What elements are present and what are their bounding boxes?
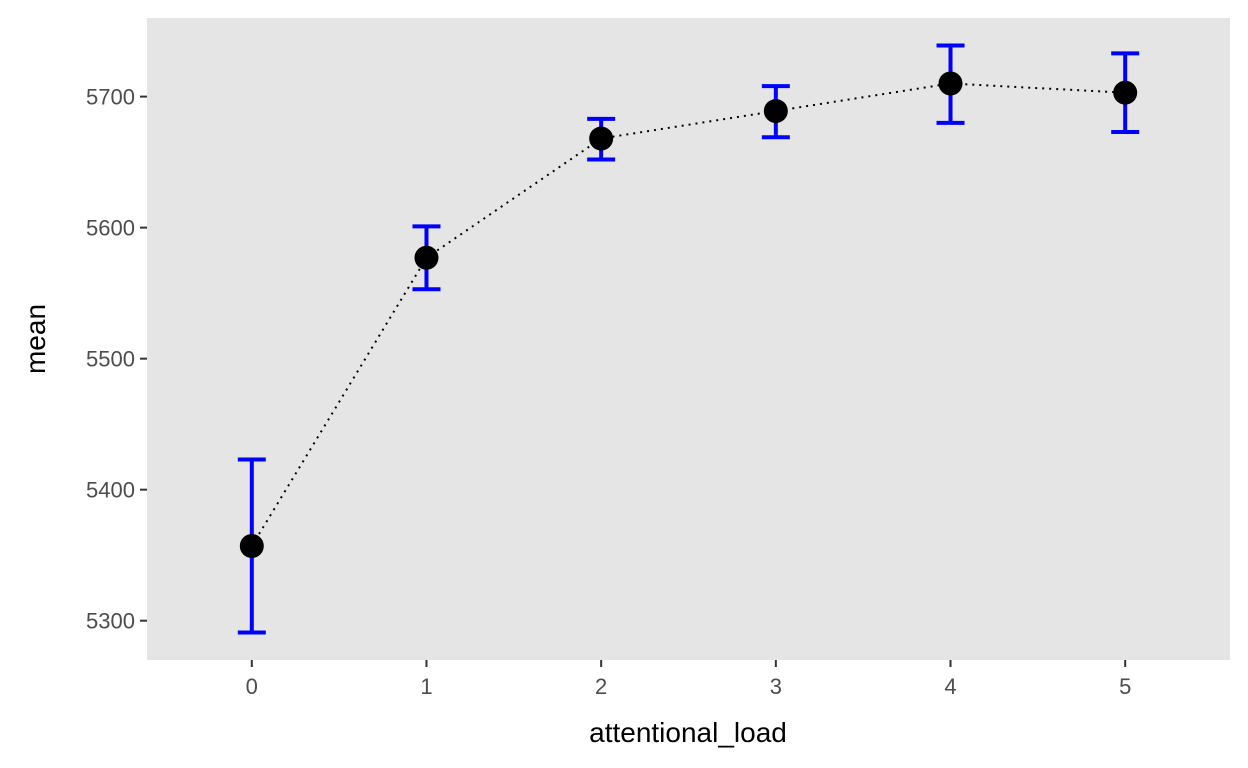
x-tick-label: 3 bbox=[770, 674, 782, 699]
x-axis: 0 1 2 3 4 5 bbox=[246, 660, 1131, 699]
y-tick-label: 5400 bbox=[86, 478, 135, 503]
plot-panel bbox=[147, 18, 1230, 660]
data-point bbox=[763, 99, 788, 124]
series-line bbox=[250, 82, 1126, 547]
x-tick-label: 4 bbox=[944, 674, 956, 699]
data-point bbox=[239, 534, 264, 559]
y-tick-label: 5300 bbox=[86, 609, 135, 634]
y-tick-label: 5500 bbox=[86, 347, 135, 372]
x-tick-label: 1 bbox=[420, 674, 432, 699]
error-bars bbox=[237, 43, 1140, 635]
data-point bbox=[938, 71, 963, 96]
data-points bbox=[239, 71, 1138, 559]
dotted-line bbox=[250, 82, 1126, 547]
data-point bbox=[1113, 80, 1138, 105]
y-axis-title: mean bbox=[20, 304, 51, 374]
y-tick-label: 5700 bbox=[86, 85, 135, 110]
data-point bbox=[589, 126, 614, 151]
data-point bbox=[414, 245, 439, 270]
y-tick-label: 5600 bbox=[86, 216, 135, 241]
x-tick-label: 5 bbox=[1119, 674, 1131, 699]
x-axis-title: attentional_load bbox=[589, 717, 787, 748]
y-axis: 5300 5400 5500 5600 5700 bbox=[86, 85, 147, 634]
x-tick-label: 0 bbox=[246, 674, 258, 699]
x-tick-label: 2 bbox=[595, 674, 607, 699]
